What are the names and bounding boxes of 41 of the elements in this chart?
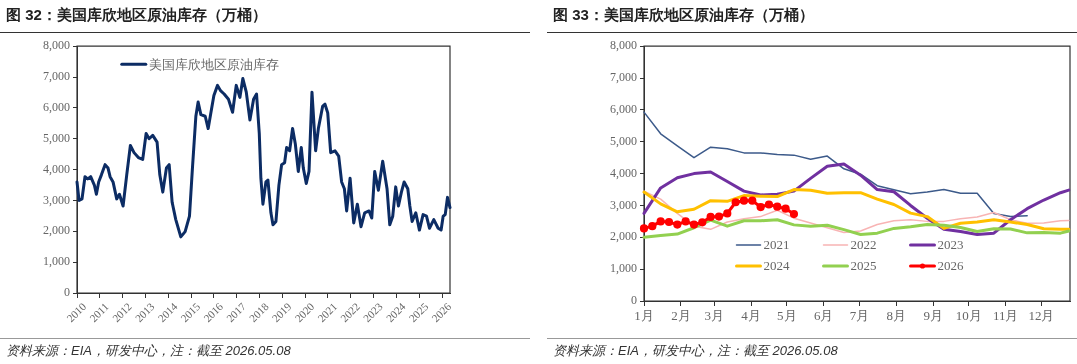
text: 资料来源：EIA，研发中心，注：截至 2026.05.08 [6, 342, 291, 360]
x-tick-label: 1月 [634, 308, 654, 324]
x-tick-label: 3月 [704, 308, 724, 324]
x-tick-label: 6月 [813, 308, 834, 324]
y-tick-label: 3,000 [610, 197, 637, 212]
legend-label: 2026 [937, 258, 964, 274]
x-tick-label: 7月 [849, 308, 870, 324]
y-tick-label: 5,000 [43, 130, 70, 145]
chart-title: 图 33：美国库欣地区原油库存（万桶） [553, 6, 814, 25]
y-tick-label: 0 [64, 285, 70, 300]
text: 资料来源：EIA，研发中心，注：截至 2026.05.08 [553, 342, 838, 360]
y-tick-label: 7,000 [43, 69, 70, 84]
y-tick-label: 1,000 [610, 261, 637, 276]
y-tick-label: 6,000 [43, 100, 70, 115]
x-tick-label: 10月 [955, 308, 982, 324]
y-tick-label: 3,000 [43, 192, 70, 207]
y-tick-label: 0 [631, 293, 637, 308]
chart-title: 图 32：美国库欣地区原油库存（万桶） [6, 6, 267, 25]
legend-label: 美国库欣地区原油库存 [148, 56, 279, 72]
x-tick-label: 4月 [741, 308, 761, 324]
x-tick-label: 12月 [1028, 308, 1055, 324]
x-tick-label: 11月 [992, 308, 1019, 324]
legend-label: 2021 [763, 237, 790, 253]
y-tick-label: 8,000 [610, 38, 637, 53]
x-tick-label: 2月 [671, 308, 691, 324]
y-tick-label: 1,000 [43, 254, 70, 269]
legend-label: 2023 [937, 237, 964, 253]
legend-label: 2025 [850, 258, 877, 274]
y-tick-label: 4,000 [610, 165, 637, 180]
y-tick-label: 2,000 [610, 229, 637, 244]
y-tick-label: 4,000 [43, 161, 70, 176]
x-tick-label: 5月 [777, 308, 797, 324]
legend-label: 2022 [850, 237, 877, 253]
x-tick-label: 8月 [886, 308, 907, 324]
x-tick-label: 9月 [923, 308, 943, 324]
y-tick-label: 2,000 [43, 223, 70, 238]
y-tick-label: 7,000 [610, 70, 637, 85]
y-tick-label: 6,000 [610, 102, 637, 117]
y-tick-label: 8,000 [43, 38, 70, 53]
legend-label: 2024 [763, 258, 790, 274]
y-tick-label: 5,000 [610, 133, 637, 148]
